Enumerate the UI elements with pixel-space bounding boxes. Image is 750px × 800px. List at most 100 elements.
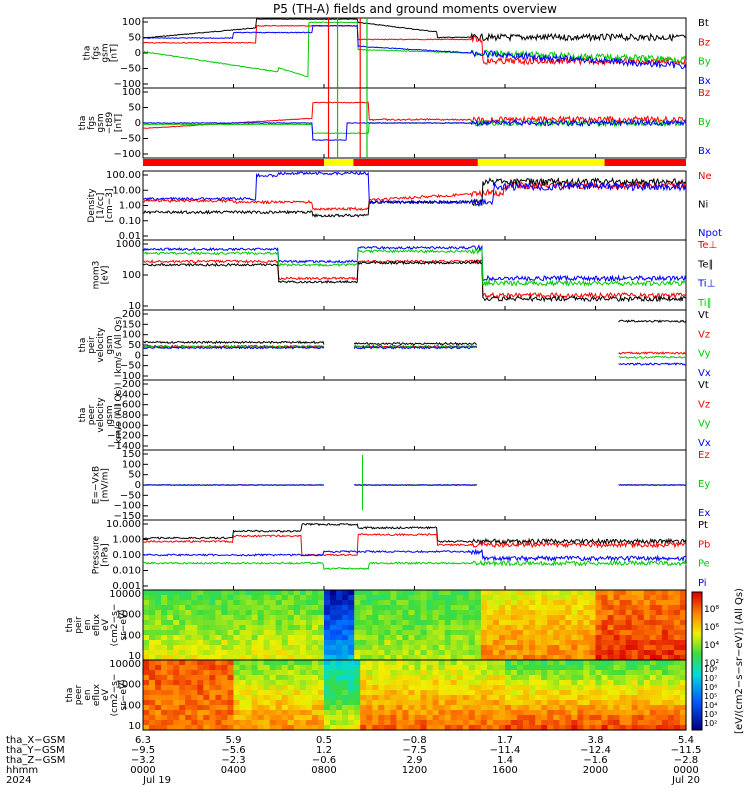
peir_en-cell	[167, 620, 174, 626]
xaxis-value-1-6: −11.5	[671, 745, 702, 756]
peer_en-cell	[643, 705, 651, 711]
peer_en-cell	[372, 665, 379, 671]
peir_en-cell	[474, 615, 482, 621]
peer_en-cell	[396, 705, 403, 711]
peir_en-cell	[414, 615, 422, 621]
peir_en-cell	[547, 645, 554, 651]
peir_en-cell	[366, 610, 373, 616]
peir_en-cell	[480, 625, 488, 631]
peer_en-cell	[511, 715, 518, 721]
peer_en-cell	[631, 665, 639, 671]
peer_en-cell	[577, 720, 584, 726]
peir_en-cell	[565, 595, 572, 601]
peir_en-cell	[257, 640, 265, 646]
peer_en-cell	[438, 660, 446, 666]
peir_en-cell	[511, 655, 518, 661]
peer_en-cell	[299, 710, 307, 716]
peer_en-cell	[680, 715, 687, 721]
peir_en-cell	[384, 610, 391, 616]
peer_en-cell	[631, 725, 639, 731]
peer_en-cell	[366, 725, 373, 731]
peir_en-cell	[161, 645, 168, 651]
peer_en-cell	[378, 680, 385, 686]
mode-bar-segment-1	[324, 159, 354, 166]
peir_en-cell	[613, 625, 621, 631]
peir_en-cell	[613, 605, 621, 611]
temp-ytick-label-0: 1000	[116, 239, 141, 250]
xaxis-value-2-3: 2.9	[407, 755, 423, 766]
peir_en-cell	[221, 635, 228, 641]
peir_en-cell	[143, 615, 150, 621]
peer_en-cell	[607, 675, 615, 681]
fgs-ytick-label-3: −50	[120, 64, 141, 75]
xaxis-value-2-0: −3.2	[131, 755, 155, 766]
peir_en-cell	[149, 630, 156, 636]
peer_en-cell	[432, 660, 440, 666]
peer_en-cell	[450, 685, 458, 691]
peir_en-cell	[420, 620, 428, 626]
peer_en-cell	[619, 690, 627, 696]
mode-bar-segment-0	[143, 159, 324, 166]
peir_en-cell	[667, 605, 675, 611]
peir_en-cell	[348, 610, 355, 616]
peir_en-cell	[384, 630, 391, 636]
peer_en-cell	[414, 660, 422, 666]
peir_en-cell	[167, 640, 174, 646]
peir_en-cell	[378, 600, 385, 606]
peir_en-cell	[360, 650, 367, 656]
peir_en-cell	[318, 630, 325, 636]
peir_en-cell	[529, 625, 536, 631]
peer_en-cell	[559, 700, 566, 706]
peir_en-cell	[215, 625, 222, 631]
colorbar-tick-bottom-4: 10⁴	[704, 701, 717, 710]
peir_en-cell	[613, 640, 621, 646]
peer_en-cell	[408, 685, 416, 691]
peir_en-cell	[529, 615, 536, 621]
peer_en-cell	[438, 705, 446, 711]
peer_en-cell	[408, 670, 416, 676]
colorbar-step	[692, 658, 702, 662]
peir_en-cell	[299, 630, 307, 636]
peer_en-cell	[680, 685, 687, 691]
peir_en-cell	[167, 625, 174, 631]
peer_en-cell	[535, 675, 542, 681]
peer_en-cell	[372, 670, 379, 676]
peir_en-cell	[324, 655, 331, 661]
peer_en-cell	[378, 715, 385, 721]
peir_en-cell	[360, 640, 367, 646]
peer_en-cell	[372, 685, 379, 691]
peir_en-cell	[167, 600, 174, 606]
colorbar-step	[692, 631, 702, 634]
peer_en-cell	[167, 665, 174, 671]
peir_en-cell	[354, 635, 361, 641]
peer_en-cell	[384, 685, 391, 691]
peer_en-cell	[420, 700, 428, 706]
peer_en-cell	[215, 695, 222, 701]
peer_en-cell	[390, 660, 397, 666]
peir_en-cell	[408, 605, 416, 611]
peer_en-cell	[492, 700, 500, 706]
peer_vel-ytick-label-3: −800	[114, 410, 141, 421]
peer_en-cell	[239, 700, 247, 706]
peer_en-cell	[535, 710, 542, 716]
peer_en-cell	[293, 685, 301, 691]
peir_en-cell	[444, 635, 452, 641]
peer_en-heatmap-frame	[142, 659, 687, 731]
density-ylabel-line-1: [1/cc]	[96, 193, 106, 219]
peir_en-cell	[143, 620, 150, 626]
colorbar-step	[692, 654, 702, 657]
density-ytick-label-1: 10.00	[112, 185, 141, 196]
peer_en-cell	[263, 685, 271, 691]
peer_en-cell	[607, 680, 615, 686]
peer_en-cell	[221, 695, 228, 701]
peir_en-cell	[215, 595, 222, 601]
peer_en-cell	[601, 665, 609, 671]
peer_en-cell	[191, 670, 198, 676]
peir_en-cell	[330, 635, 337, 641]
peer_en-cell	[233, 660, 241, 666]
peir_en-cell	[191, 595, 198, 601]
peer_en-cell	[354, 680, 361, 686]
peir_en-cell	[643, 640, 651, 646]
peir_en-cell	[251, 650, 259, 656]
peir_en-cell	[251, 595, 259, 601]
